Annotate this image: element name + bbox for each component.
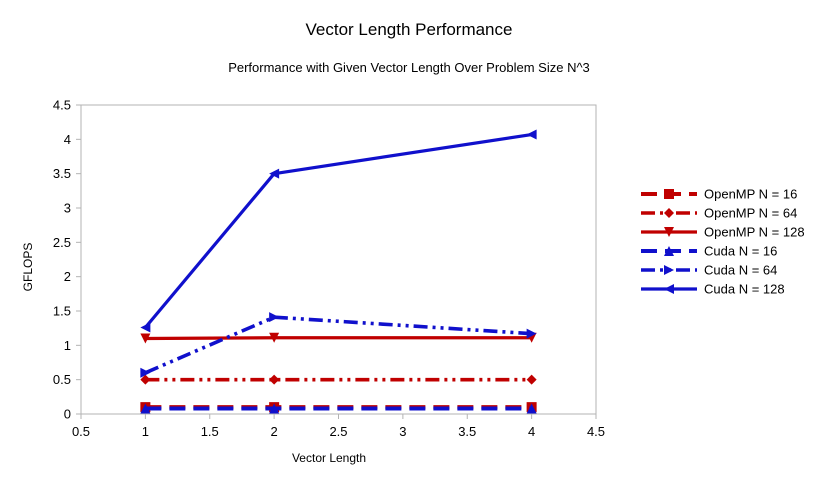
- data-point: [140, 333, 151, 344]
- y-tick-label: 0: [64, 407, 71, 422]
- legend-marker: [664, 265, 674, 275]
- x-tick-label: 2: [271, 424, 278, 439]
- data-point: [269, 374, 280, 385]
- x-tick-label: 1: [142, 424, 149, 439]
- data-point: [526, 328, 537, 339]
- legend-label: OpenMP N = 16: [704, 187, 797, 202]
- legend-item: Cuda N = 128: [641, 282, 785, 297]
- legend: OpenMP N = 16 OpenMP N = 64 OpenMP N = 128…: [641, 187, 805, 297]
- legend-marker: [664, 246, 674, 256]
- series-3: [140, 403, 537, 414]
- data-point: [140, 367, 151, 378]
- data-point: [526, 129, 537, 140]
- data-point: [269, 168, 280, 179]
- legend-marker: [664, 208, 674, 218]
- data-point: [140, 403, 151, 414]
- series-line: [144, 315, 532, 375]
- x-tick-label: 3.5: [458, 424, 476, 439]
- y-tick-label: 3: [64, 201, 71, 216]
- x-tick-label: 1.5: [201, 424, 219, 439]
- data-point: [269, 403, 280, 414]
- series-2: [140, 332, 537, 344]
- chart-subtitle: Performance with Given Vector Length Ove…: [228, 60, 590, 75]
- series-line: [144, 132, 532, 329]
- legend-label: Cuda N = 128: [704, 282, 785, 297]
- x-axis-label: Vector Length: [292, 451, 366, 465]
- series-layer: [140, 129, 537, 414]
- axis-ticks: 00.511.522.533.544.50.5 1 1.5 2 2.5 3 3.5 4 4.5: [53, 98, 605, 440]
- y-tick-label: 3.5: [53, 166, 71, 181]
- y-tick-label: 2: [64, 269, 71, 284]
- legend-item: Cuda N = 16: [641, 244, 777, 259]
- data-point: [269, 332, 280, 343]
- data-point: [526, 403, 537, 414]
- y-tick-label: 0.5: [53, 372, 71, 387]
- y-tick-label: 2.5: [53, 235, 71, 250]
- legend-label: Cuda N = 64: [704, 263, 777, 278]
- y-tick-label: 4.5: [53, 98, 71, 113]
- y-tick-label: 1.5: [53, 304, 71, 319]
- chart-title: Vector Length Performance: [306, 20, 513, 39]
- x-tick-label: 4.5: [587, 424, 605, 439]
- x-tick-label: 4: [528, 424, 535, 439]
- x-tick-label: 2.5: [329, 424, 347, 439]
- series-4: [140, 312, 537, 378]
- legend-item: OpenMP N = 16: [641, 187, 797, 202]
- data-point: [140, 322, 151, 333]
- legend-item: Cuda N = 64: [641, 263, 777, 278]
- data-point: [269, 312, 280, 323]
- y-tick-label: 4: [64, 132, 71, 147]
- legend-label: Cuda N = 16: [704, 244, 777, 259]
- legend-item: OpenMP N = 64: [641, 206, 797, 221]
- series-1: [140, 374, 537, 385]
- legend-label: OpenMP N = 64: [704, 206, 797, 221]
- y-axis-label: GFLOPS: [21, 243, 35, 292]
- y-tick-label: 1: [64, 338, 71, 353]
- series-line: [145, 336, 532, 341]
- legend-label: OpenMP N = 128: [704, 225, 805, 240]
- legend-marker: [664, 284, 674, 294]
- x-tick-label: 0.5: [72, 424, 90, 439]
- legend-marker: [664, 227, 674, 237]
- data-point: [140, 374, 151, 385]
- legend-item: OpenMP N = 128: [641, 225, 805, 240]
- x-tick-label: 3: [399, 424, 406, 439]
- series-5: [140, 129, 537, 333]
- data-point: [526, 374, 537, 385]
- legend-marker: [664, 189, 674, 199]
